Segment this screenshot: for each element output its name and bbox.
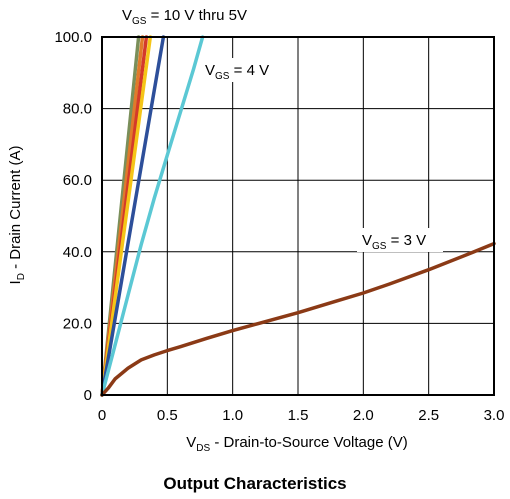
- x-tick-labels: 0 0.5 1.0 1.5 2.0 2.5 3.0: [98, 407, 505, 424]
- annotation-background: [357, 228, 443, 252]
- x-tick-label: 0: [98, 407, 106, 424]
- series-line-6: [100, 35, 205, 397]
- annotation-vgs-3: VGS = 3 V: [362, 232, 426, 252]
- annotation-vgs-1: VGS = 10 V thru 5V: [122, 7, 247, 27]
- y-tick-label: 60.0: [63, 172, 92, 189]
- series-line-4: [100, 35, 153, 397]
- series-line-5: [100, 35, 166, 397]
- annotation-background: [200, 58, 286, 82]
- series-lines: [100, 35, 496, 397]
- y-tick-label: 0: [84, 387, 92, 404]
- x-tick-label: 1.0: [222, 407, 243, 424]
- series-line-7: [100, 241, 496, 397]
- x-tick-label: 2.0: [353, 407, 374, 424]
- y-tick-labels: 0 20.0 40.0 60.0 80.0 100.0: [54, 29, 92, 404]
- y-tick-label: 40.0: [63, 244, 92, 261]
- x-tick-label: 1.5: [288, 407, 309, 424]
- y-tick-label: 20.0: [63, 315, 92, 332]
- chart-title: Output Characteristics: [163, 474, 347, 493]
- x-tick-label: 2.5: [418, 407, 439, 424]
- grid: [101, 36, 495, 396]
- y-tick-label: 80.0: [63, 101, 92, 118]
- annotation-vgs-2: VGS = 4 V: [205, 62, 269, 82]
- y-tick-label: 100.0: [54, 29, 92, 46]
- annotations: VGS = 10 V thru 5V VGS = 4 V VGS = 3 V: [122, 7, 443, 252]
- y-axis-label: ID - Drain Current (A): [7, 146, 27, 285]
- x-tick-label: 3.0: [484, 407, 505, 424]
- x-tick-label: 0.5: [157, 407, 178, 424]
- plot-frame: [101, 36, 495, 396]
- x-axis-label: VDS - Drain-to-Source Voltage (V): [186, 434, 408, 454]
